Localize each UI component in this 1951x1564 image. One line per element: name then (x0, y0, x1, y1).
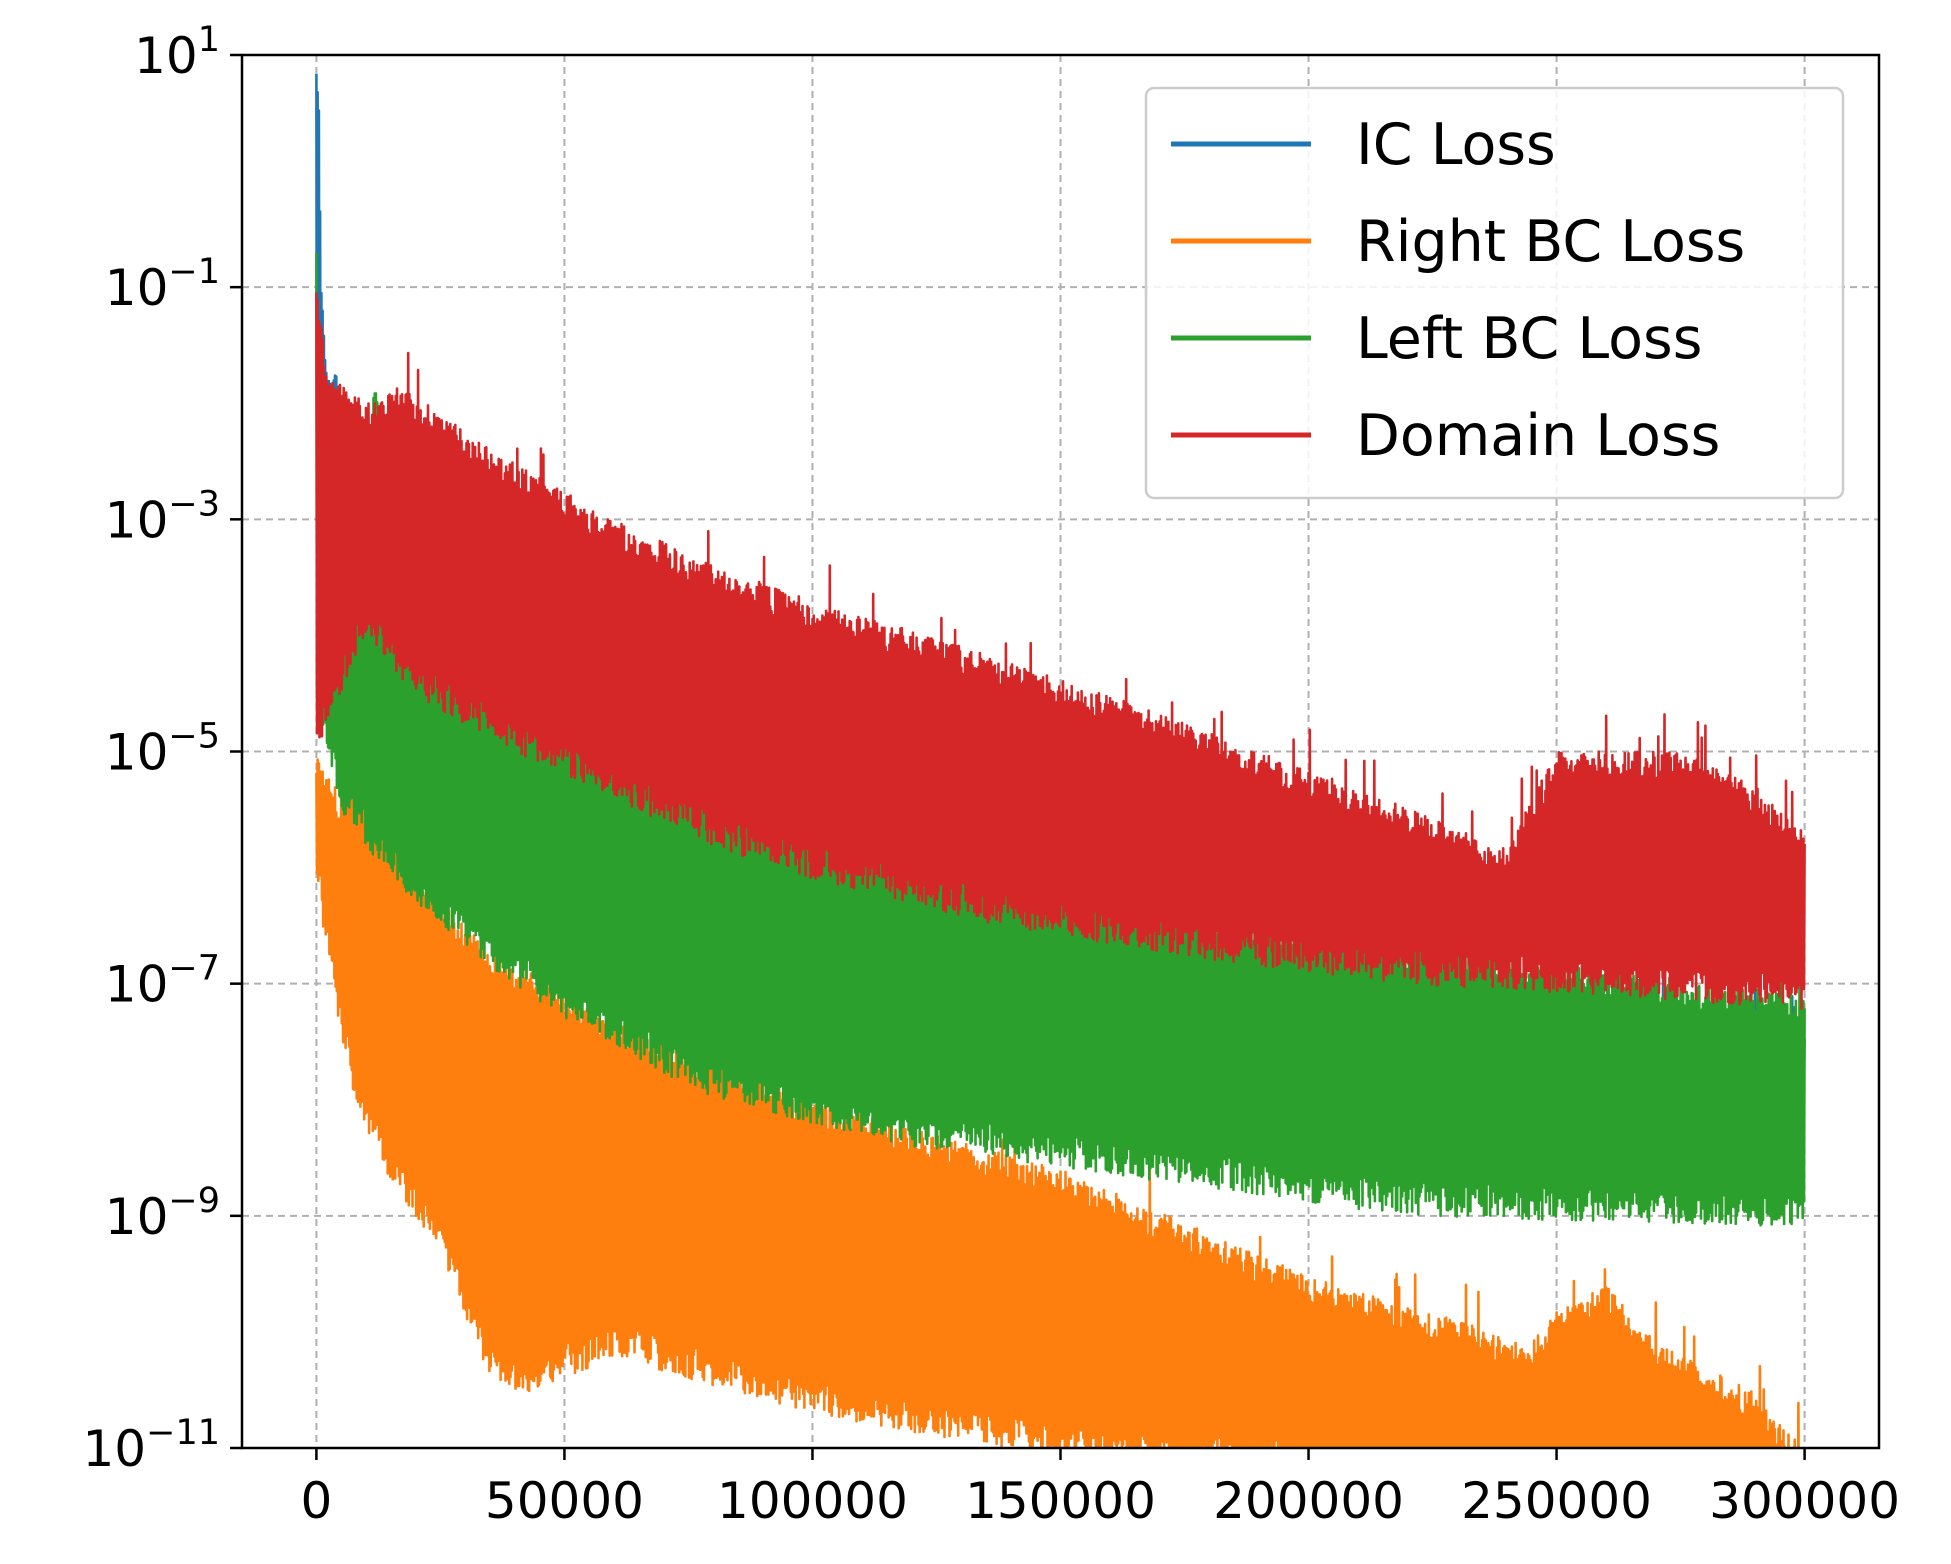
x-tick-label: 150000 (965, 1472, 1156, 1530)
y-tick-label: 10−5 (105, 717, 220, 782)
x-tick-label: 200000 (1213, 1472, 1404, 1530)
x-tick-label: 250000 (1461, 1472, 1652, 1530)
series-domain-loss (315, 292, 1806, 1010)
x-tick-label: 0 (301, 1472, 333, 1530)
legend-label: Right BC Loss (1356, 209, 1745, 275)
y-axis: 10−11 10−9 10−7 10−5 10−3 10−1 101 (83, 20, 242, 1478)
y-tick-label: 101 (134, 20, 220, 85)
y-tick-label: 10−1 (105, 252, 220, 317)
x-tick-label: 300000 (1709, 1472, 1900, 1530)
series-line (315, 292, 1806, 1010)
y-tick-label: 10−7 (105, 949, 220, 1014)
y-tick-label: 10−11 (83, 1413, 221, 1478)
series-right-bc-loss (315, 754, 1800, 1448)
x-tick-label: 50000 (485, 1472, 644, 1530)
x-tick-label: 100000 (717, 1472, 908, 1530)
y-tick-label: 10−9 (105, 1181, 220, 1246)
legend-label: IC Loss (1356, 112, 1556, 178)
legend: IC Loss Right BC Loss Left BC Loss Domain L… (1144, 86, 1845, 500)
legend-box (1144, 86, 1845, 500)
x-axis: 0 50000 100000 150000 200000 250000 300000 (301, 1448, 1900, 1530)
legend-label: Domain Loss (1356, 403, 1720, 469)
series-layer (315, 73, 1806, 1448)
y-tick-label: 10−3 (105, 484, 220, 549)
series-line (315, 754, 1800, 1448)
legend-label: Left BC Loss (1356, 306, 1702, 372)
